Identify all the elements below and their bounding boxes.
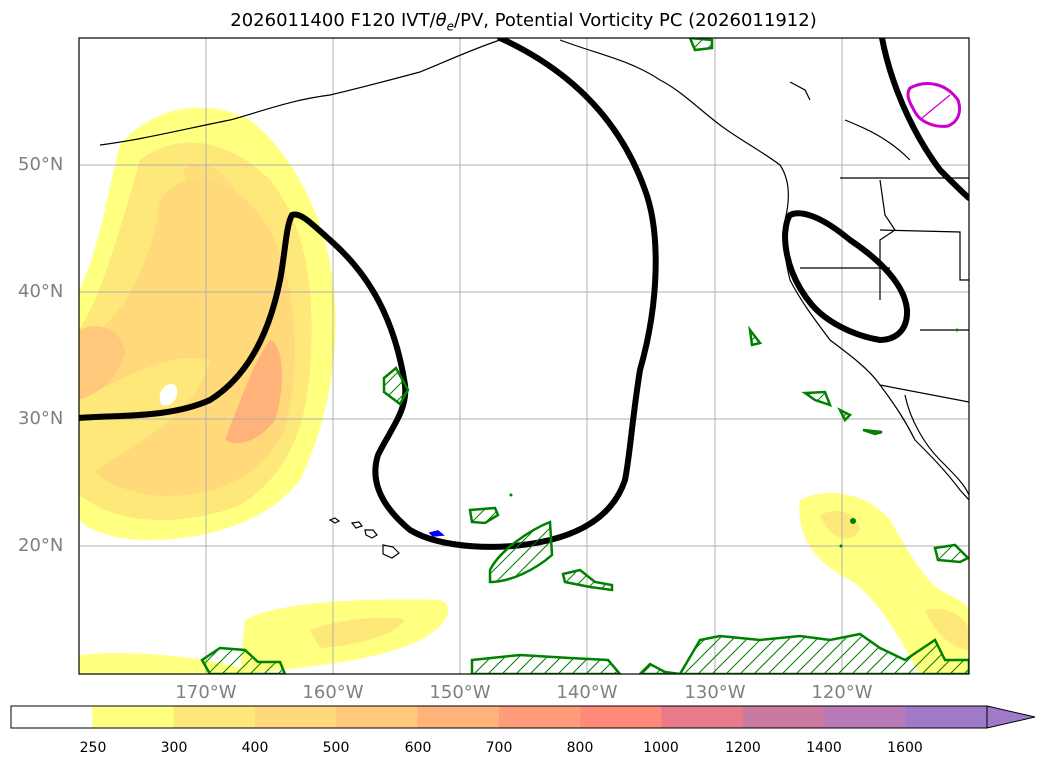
title-prefix: 2026011400 F120 IVT/ — [230, 10, 436, 31]
colorbar-segment — [580, 706, 663, 728]
lon-label: 130°W — [684, 682, 746, 703]
lon-label: 120°W — [811, 682, 873, 703]
gridlines — [79, 38, 969, 674]
colorbar-tick-label: 800 — [566, 740, 594, 756]
pv-contours — [79, 38, 969, 550]
title-theta: θ — [435, 10, 447, 31]
map-title: 2026011400 F120 IVT/θe/PV, Potential Vor… — [0, 10, 1047, 34]
plot-frame — [78, 37, 970, 675]
lat-label: 30°N — [18, 408, 64, 429]
colorbar-tick-label: 700 — [485, 740, 513, 756]
title-theta-sub: e — [446, 19, 455, 34]
lon-label: 140°W — [556, 682, 618, 703]
colorbar-segment — [743, 706, 825, 728]
colorbar-segment — [499, 706, 581, 728]
lat-label: 50°N — [18, 154, 64, 175]
colorbar-tick-label: 1400 — [806, 740, 842, 756]
colorbar-tick-label: 250 — [79, 740, 107, 756]
colorbar-frame — [10, 705, 988, 729]
hawaii-islands — [328, 517, 400, 559]
colorbar-tick-label: 500 — [322, 740, 350, 756]
lon-label: 170°W — [175, 682, 237, 703]
colorbar-arrow — [986, 705, 1036, 729]
lon-label: 160°W — [302, 682, 364, 703]
colorbar-segment — [11, 706, 93, 728]
lat-label: 20°N — [18, 535, 64, 556]
colorbar-segment — [824, 706, 907, 728]
magenta-contour — [906, 82, 962, 128]
hatch-regions — [200, 38, 969, 674]
colorbar-segments — [11, 706, 988, 728]
blue-contour — [428, 530, 445, 537]
colorbar-segment — [173, 706, 256, 728]
colorbar-tick-label: 1600 — [887, 740, 923, 756]
colorbar-segment — [417, 706, 500, 728]
colorbar-tick-label: 1200 — [725, 740, 761, 756]
colorbar-tick-label: 600 — [404, 740, 432, 756]
colorbar-segment — [92, 706, 175, 728]
green-dots — [509, 328, 959, 548]
colorbar — [10, 705, 1036, 729]
lon-label: 150°W — [429, 682, 491, 703]
colorbar-tick-label: 400 — [241, 740, 269, 756]
colorbar-segment — [255, 706, 337, 728]
title-suffix: /PV, Potential Vorticity PC (2026011912) — [454, 10, 817, 31]
colorbar-tick-label: 300 — [160, 740, 188, 756]
colorbar-segment — [336, 706, 419, 728]
lat-label: 40°N — [18, 281, 64, 302]
colorbar-tick-label: 1000 — [643, 740, 679, 756]
ivt-shading-west — [79, 107, 336, 540]
colorbar-segment — [661, 706, 744, 728]
ivt-shading-south — [79, 599, 449, 674]
colorbar-segment — [905, 706, 988, 728]
